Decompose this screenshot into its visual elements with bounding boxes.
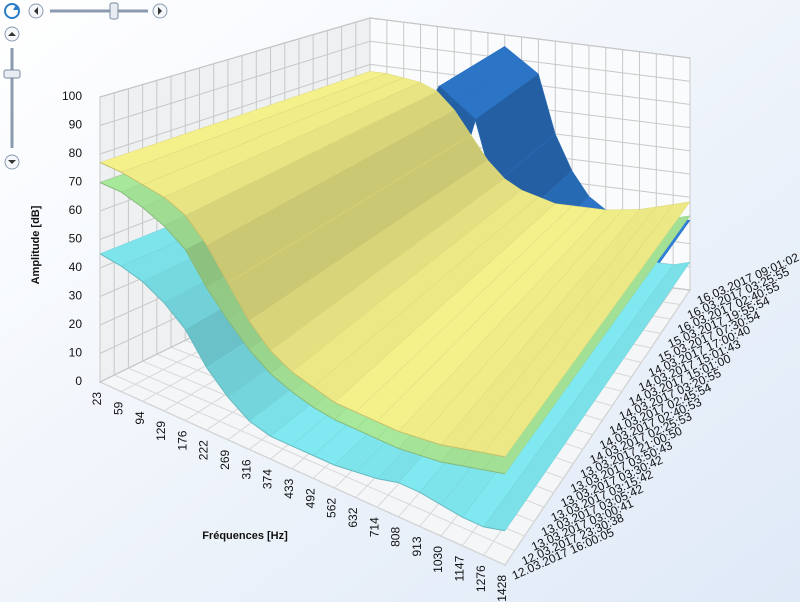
surface-front-edge [99, 162, 506, 458]
x-tick-label: 808 [389, 527, 403, 547]
surface-front-edge [99, 182, 506, 475]
y-tick-label: 60 [69, 203, 83, 217]
y-tick-label: 0 [75, 374, 82, 388]
x-tick-label: 374 [261, 469, 275, 489]
x-tick-label: 913 [410, 536, 424, 556]
y-tick-label: 90 [69, 118, 83, 132]
grid-line [99, 40, 691, 126]
toolbar [3, 2, 168, 170]
x-tick-label: 222 [197, 440, 211, 460]
x-tick-label: 129 [154, 421, 168, 441]
y-axis-title: Amplitude [dB] [30, 205, 42, 284]
surfaces [99, 45, 691, 532]
y-tick-label: 50 [69, 232, 83, 246]
y-tick-label: 20 [69, 317, 83, 331]
rotate-right-button[interactable] [152, 3, 168, 19]
x-tick-label: 714 [367, 517, 381, 537]
tilt-down-button[interactable] [4, 154, 20, 170]
rotate-left-button[interactable] [28, 3, 44, 19]
floor-grid-line [504, 289, 691, 566]
tilt-up-button[interactable] [4, 26, 20, 42]
y-tick-label: 70 [69, 175, 83, 189]
grid-line [99, 17, 691, 98]
y-tick-label: 10 [69, 346, 83, 360]
x-tick-label: 632 [346, 507, 360, 527]
x-axis-title: Fréquences [Hz] [202, 530, 288, 542]
x-tick-label: 433 [282, 478, 296, 498]
x-tick-label: 1030 [431, 546, 445, 573]
floor-grid-line [114, 374, 515, 551]
y-tick-label: 80 [69, 146, 83, 160]
x-tick-label: 94 [133, 411, 147, 425]
x-tick-label: 59 [111, 401, 125, 415]
refresh-button[interactable] [4, 3, 20, 19]
vertical-slider-thumb[interactable] [3, 69, 21, 79]
x-tick-label: 562 [325, 498, 339, 518]
x-tick-label: 23 [90, 392, 104, 406]
surface-front-edge [99, 253, 506, 532]
y-tick-label: 30 [69, 289, 83, 303]
grid-line [99, 63, 691, 155]
x-tick-label: 1276 [474, 565, 488, 592]
y-tick-label: 100 [62, 89, 82, 103]
floor-grid-line [99, 381, 506, 566]
x-tick-label: 1147 [453, 555, 467, 581]
x-tick-label: 316 [239, 459, 253, 479]
x-tick-label: 269 [218, 449, 232, 469]
x-tick-label: 176 [175, 430, 189, 450]
x-tick-label: 492 [303, 488, 317, 508]
horizontal-slider-thumb[interactable] [109, 2, 119, 20]
x-tick-label: 1428 [495, 575, 509, 602]
y-tick-label: 40 [69, 260, 83, 274]
